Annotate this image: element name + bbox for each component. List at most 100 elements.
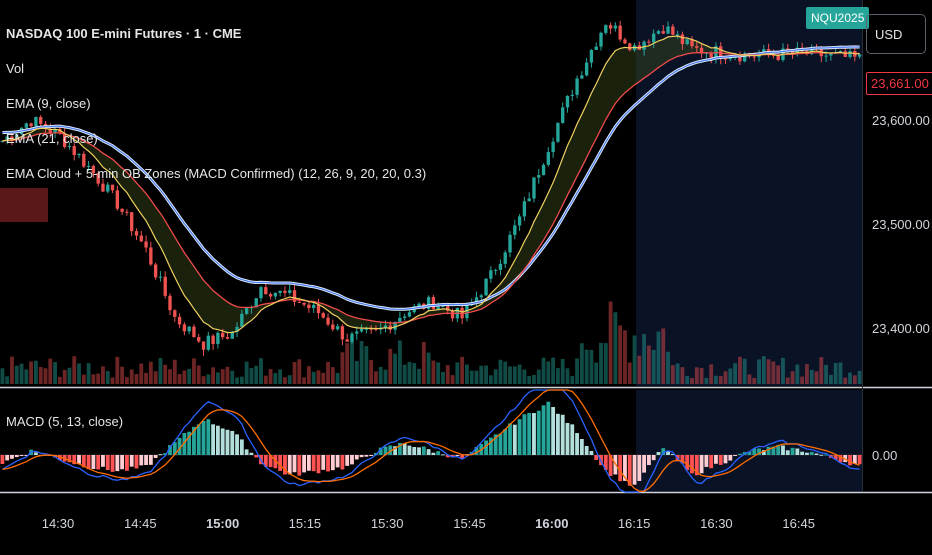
macd-histogram-bar (67, 455, 72, 463)
volume-bar (618, 325, 623, 384)
macd-histogram-bar (646, 455, 651, 466)
macd-histogram-bar (441, 454, 445, 456)
ema-cloud-legend[interactable]: EMA Cloud + 5-min OB Zones (MACD Confirm… (6, 166, 427, 181)
volume-bar (666, 351, 670, 384)
macd-histogram-bar (254, 455, 259, 458)
macd-legend[interactable]: MACD (5, 13, close) (6, 414, 124, 429)
macd-histogram-bar (699, 455, 704, 474)
session-shade (636, 0, 862, 386)
volume-bar (201, 376, 206, 384)
candle (110, 184, 115, 191)
volume-bar (14, 365, 19, 384)
volume-bar (350, 341, 354, 384)
volume-bar (120, 366, 125, 384)
macd-histogram-bar (144, 455, 148, 466)
macd-histogram-bar (239, 439, 244, 455)
candle (532, 177, 536, 199)
volume-bar (503, 361, 508, 384)
candle (527, 198, 531, 202)
macd-histogram-bar (757, 448, 761, 455)
candle (29, 123, 33, 127)
volume-bar (249, 367, 254, 384)
volume-bar (417, 368, 421, 384)
candle (369, 328, 373, 330)
macd-histogram-bar (460, 455, 465, 460)
macd-histogram-bar (704, 455, 709, 467)
macd-histogram-bar (182, 433, 187, 455)
macd-histogram-bar (172, 442, 177, 455)
candle (335, 326, 340, 330)
ema-cloud-upper-edge (2, 46, 860, 310)
candle (355, 331, 359, 334)
macd-histogram-bar (618, 455, 623, 482)
macd-histogram-bar (838, 455, 843, 463)
volume-bar (268, 369, 273, 384)
candle (321, 313, 325, 318)
macd-histogram-bar (225, 429, 230, 455)
macd-histogram-bar (412, 446, 417, 455)
volume-bar (397, 340, 402, 384)
candle (77, 153, 81, 156)
candle (824, 55, 828, 57)
time-tick-label: 16:30 (700, 516, 733, 531)
volume-bar (115, 356, 120, 384)
candle (723, 58, 728, 60)
signal-line (2, 389, 860, 492)
candle (39, 117, 43, 124)
volume-bar (575, 358, 579, 384)
macd-histogram-bar (235, 434, 239, 455)
macd-histogram-bar (685, 455, 690, 470)
volume-bar (776, 365, 781, 384)
candle (503, 252, 507, 264)
ema21-legend[interactable]: EMA (21, close) (6, 131, 98, 146)
macd-histogram-bar (278, 455, 283, 471)
macd-histogram-bar (120, 455, 125, 470)
price-tick-label: 23,600.00 (872, 113, 930, 128)
candle (695, 46, 699, 48)
candle (316, 304, 321, 314)
currency-selector[interactable]: USD (866, 14, 926, 54)
volume-bar (771, 361, 776, 384)
volume-bar (215, 372, 220, 384)
time-tick-label: 16:45 (782, 516, 815, 531)
volume-bar (828, 374, 833, 384)
macd-histogram-bar (517, 419, 522, 455)
candle (283, 290, 287, 293)
volume-bar (426, 352, 431, 384)
macd-histogram-bar (335, 455, 340, 468)
candle (517, 216, 522, 226)
volume-bar (761, 356, 766, 384)
volume-bar (632, 335, 637, 384)
candle (307, 304, 311, 309)
volume-bar (757, 359, 761, 384)
candle (0, 140, 5, 142)
candle (163, 276, 167, 296)
volume-bar (805, 364, 809, 384)
volume-bar (354, 360, 359, 384)
candle (604, 25, 608, 33)
volume-legend[interactable]: Vol (6, 61, 25, 76)
macd-histogram-bar (292, 455, 297, 473)
volume-bar (86, 363, 91, 384)
candle (106, 184, 110, 192)
volume-bar (388, 348, 393, 384)
candle (479, 295, 483, 298)
ema9-legend[interactable]: EMA (9, close) (6, 96, 91, 111)
macd-histogram-bar (790, 447, 795, 455)
price-tick-label: 23,400.00 (872, 321, 930, 336)
candle (402, 316, 407, 318)
volume-bar (96, 373, 101, 384)
macd-histogram-bar (589, 450, 594, 455)
macd-histogram-bar (488, 437, 493, 455)
volume-bar (646, 345, 651, 384)
macd-histogram-bar (436, 451, 441, 455)
time-tick-label: 16:00 (535, 516, 568, 531)
macd-histogram-bar (771, 446, 776, 455)
macd-histogram-bar (77, 455, 81, 464)
volume-bar (48, 358, 53, 384)
candle (594, 46, 598, 50)
macd-histogram-bar (230, 430, 235, 455)
volume-bar (235, 377, 239, 384)
